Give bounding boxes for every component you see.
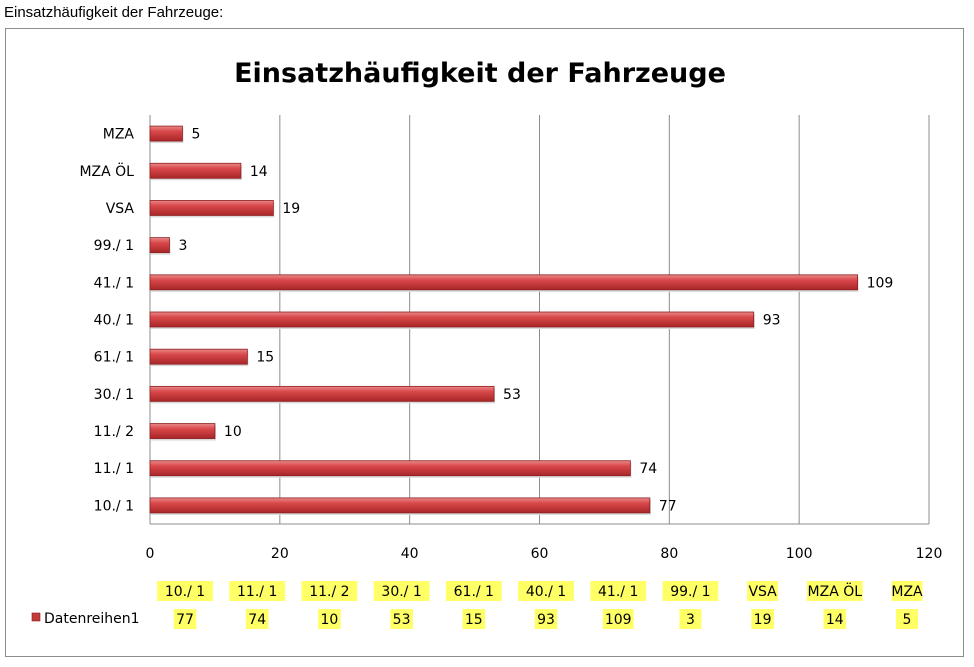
table-cell-highlight: [518, 581, 574, 601]
table-cell-highlight: [390, 609, 413, 629]
table-cell-highlight: [318, 609, 341, 629]
data-label: 19: [282, 201, 300, 217]
table-value-cell: 15: [465, 612, 483, 628]
table-cell-highlight: [891, 581, 923, 601]
table-category-cell: 30./ 1: [381, 584, 421, 600]
table-cell-highlight: [245, 609, 269, 629]
table-cell-highlight: [301, 581, 358, 601]
table-cell-highlight: [662, 581, 719, 601]
bar: [149, 385, 495, 402]
category-label: 11./ 1: [94, 461, 134, 477]
data-label: 109: [867, 275, 894, 291]
table-cell-highlight: [157, 581, 213, 601]
data-label: 10: [224, 424, 242, 440]
category-label: VSA: [106, 201, 135, 217]
table-value-cell: 10: [320, 612, 338, 628]
bar: [149, 311, 755, 328]
data-label: 5: [191, 127, 200, 143]
category-label: 10./ 1: [94, 498, 134, 514]
table-cell-highlight: [747, 581, 779, 601]
legend-label: Datenreihen1: [44, 611, 140, 627]
bar: [149, 274, 858, 291]
bar: [149, 423, 216, 439]
table-cell-highlight: [806, 581, 863, 601]
category-label: 30./ 1: [94, 387, 134, 403]
data-label: 93: [763, 313, 781, 329]
x-tick-label: 80: [660, 546, 678, 562]
table-cell-highlight: [534, 609, 558, 629]
table-category-cell: 11./ 1: [237, 584, 277, 600]
table-category-cell: 10./ 1: [165, 584, 205, 600]
x-tick-label: 100: [786, 546, 813, 562]
category-label: MZA ÖL: [79, 162, 134, 180]
table-value-cell: 53: [393, 612, 411, 628]
bar: [149, 200, 274, 216]
x-tick-label: 40: [401, 546, 419, 562]
category-label: 11./ 2: [94, 424, 134, 440]
table-cell-highlight: [751, 609, 774, 629]
category-label: 61./ 1: [94, 350, 134, 366]
category-label: 99./ 1: [94, 238, 134, 254]
table-value-cell: 74: [248, 612, 266, 628]
data-label: 77: [659, 498, 677, 514]
table-category-cell: VSA: [748, 584, 777, 600]
table-category-cell: 41./ 1: [598, 584, 638, 600]
table-value-cell: 109: [605, 612, 632, 628]
bar: [149, 237, 170, 254]
table-cell-highlight: [602, 609, 634, 629]
table-category-cell: 11./ 2: [309, 584, 349, 600]
table-value-cell: 77: [176, 612, 194, 628]
bar: [149, 497, 651, 514]
data-label: 53: [503, 387, 521, 403]
table-value-cell: 3: [686, 612, 695, 628]
table-value-cell: 5: [903, 612, 912, 628]
table-value-cell: 19: [754, 612, 772, 628]
table-cell-highlight: [823, 609, 847, 629]
bar: [149, 460, 631, 477]
data-label: 3: [178, 238, 187, 254]
x-tick-label: 0: [146, 546, 155, 562]
legend-swatch: [31, 612, 41, 622]
chart-title: Einsatzhäufigkeit der Fahrzeuge: [234, 58, 726, 89]
data-label: 14: [250, 164, 268, 180]
table-cell-highlight: [896, 609, 918, 629]
table-value-cell: 93: [537, 612, 555, 628]
page-caption: Einsatzhäufigkeit der Fahrzeuge:: [4, 4, 224, 21]
table-category-cell: 40./ 1: [526, 584, 566, 600]
table-cell-highlight: [229, 581, 286, 601]
x-tick-label: 20: [271, 546, 289, 562]
table-category-cell: MZA: [891, 584, 923, 600]
bar: [149, 162, 242, 179]
table-cell-highlight: [590, 581, 647, 601]
x-tick-label: 60: [531, 546, 549, 562]
table-cell-highlight: [679, 609, 702, 629]
table-value-cell: 14: [826, 612, 844, 628]
category-label: 40./ 1: [94, 313, 134, 329]
table-category-cell: 99./ 1: [670, 584, 710, 600]
table-cell-highlight: [373, 581, 430, 601]
x-tick-label: 120: [916, 546, 943, 562]
table-category-cell: MZA ÖL: [808, 582, 863, 600]
table-cell-highlight: [462, 609, 486, 629]
table-cell-highlight: [445, 581, 502, 601]
category-label: 41./ 1: [94, 275, 134, 291]
bar: [149, 348, 248, 365]
data-label: 74: [639, 461, 657, 477]
category-label: MZA: [103, 127, 135, 143]
table-cell-highlight: [173, 609, 197, 629]
data-label: 15: [256, 350, 274, 366]
bar: [149, 125, 183, 142]
table-category-cell: 61./ 1: [454, 584, 494, 600]
